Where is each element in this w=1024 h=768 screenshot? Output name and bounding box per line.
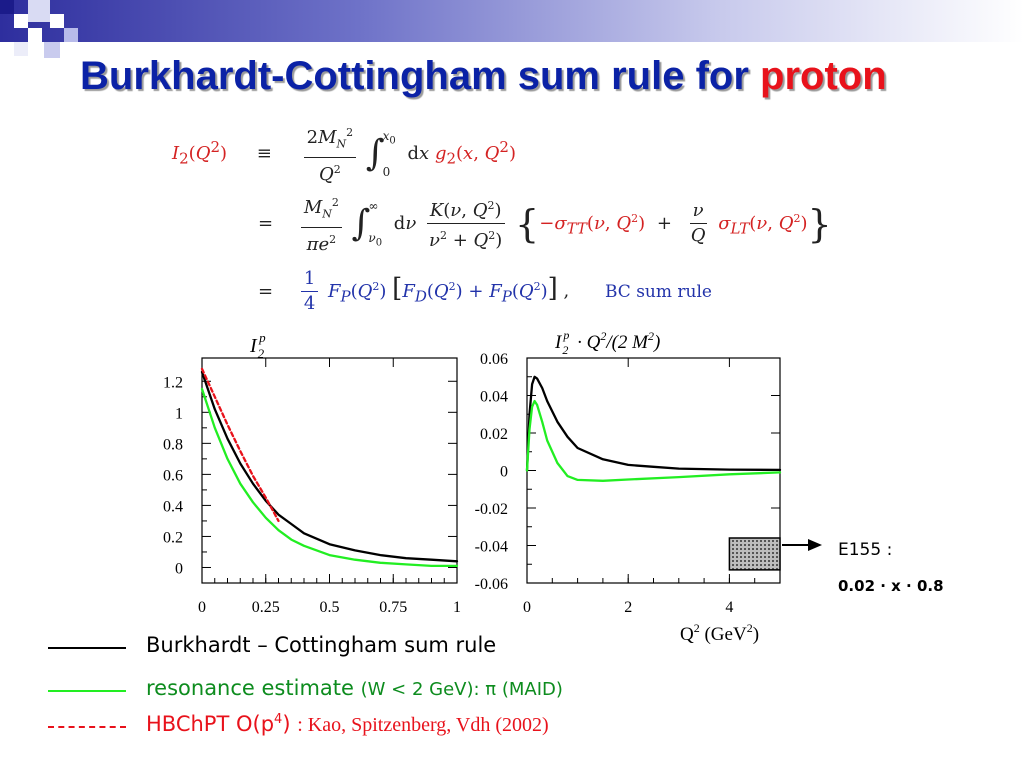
equation-lhs: I2(Q2) <box>172 137 228 168</box>
chart1-series-1 <box>200 387 459 568</box>
legend-label-resonance: resonance estimate (W < 2 GeV): π (MAID) <box>146 676 563 700</box>
y-tick-label: 0.4 <box>163 498 183 515</box>
slide-title: Burkhardt-Cottingham sum rule for proton <box>80 54 887 99</box>
legend-line-black <box>48 647 126 649</box>
legend-label-bc: Burkhardt – Cottingham sum rule <box>146 633 497 657</box>
chart2: -0.06 -0.04 -0.02 0 0.02 0.04 0.06 0 2 4 <box>475 351 782 616</box>
y-tick-label: 0.02 <box>480 426 508 443</box>
legend-item-resonance: resonance estimate (W < 2 GeV): π (MAID) <box>48 676 648 706</box>
deco-square <box>44 42 60 58</box>
y-tick-label: -0.02 <box>475 501 508 518</box>
y-tick-label: 0 <box>175 560 183 577</box>
legend-resonance-detail: (W < 2 GeV): π (MAID) <box>360 679 563 700</box>
equation-relation-3: = <box>258 280 274 302</box>
fraction: 2MN2 Q2 <box>303 122 357 186</box>
legend-hbchpt-sup: 4 <box>274 712 283 727</box>
integral-sign: ∫ <box>365 133 385 175</box>
deco-square <box>50 14 64 28</box>
e155-shaded-region <box>728 537 781 571</box>
title-main: Burkhardt-Cottingham sum rule for <box>80 54 761 98</box>
x-tick-label: 0 <box>523 599 531 616</box>
y-tick-label: 0.06 <box>480 351 508 368</box>
title-highlight: proton <box>760 54 887 98</box>
chart2-series-0 <box>525 375 782 472</box>
legend-hbchpt-label: HBChPT O(p <box>146 712 275 736</box>
legend-line-red-dashed <box>48 726 126 728</box>
x-tick-label: 1 <box>453 599 461 616</box>
y-tick-label: 0.6 <box>163 467 183 484</box>
title-bar-gradient <box>0 0 1024 42</box>
legend-line-green <box>48 690 126 692</box>
chart2-title: I2p · Q2/(2 M2) <box>554 328 660 357</box>
x-tick-label: 2 <box>624 599 632 616</box>
deco-square <box>64 28 78 42</box>
x-tick-label: 4 <box>725 599 733 616</box>
chart1: 0 0.2 0.4 0.6 0.8 1 1.2 0 0.25 0.5 0.75 1 <box>163 357 461 616</box>
x-tick-label: 0.75 <box>379 599 407 616</box>
y-tick-label: 0 <box>500 464 508 481</box>
chart1-series-2 <box>200 367 280 523</box>
chart2-series-1 <box>525 399 782 482</box>
equation-relation-1: ≡ <box>256 142 272 164</box>
equation-line-2: = MN2 πe2 ∫ ∞ ν0 dν K(ν, Q2) ν2 + Q2) {−σTT(… <box>258 192 832 256</box>
legend-resonance-label: resonance estimate <box>146 676 354 700</box>
e155-arrow-head <box>808 539 822 551</box>
y-tick-label: 1 <box>175 405 183 422</box>
e155-range: 0.02 · x · 0.8 <box>838 577 944 595</box>
x-tick-label: 0.5 <box>320 599 340 616</box>
e155-label: E155 : <box>838 540 893 560</box>
legend-hbchpt-label-end: ) <box>282 712 291 736</box>
y-tick-label: 0.04 <box>480 389 508 406</box>
chart2-xlabel: Q2 (GeV2) <box>680 621 759 645</box>
deco-square <box>14 42 28 56</box>
x-tick-label: 0 <box>198 599 206 616</box>
y-tick-label: -0.04 <box>475 539 508 556</box>
chart1-series-0 <box>200 370 459 563</box>
chart1-frame <box>201 357 458 584</box>
legend-item-bc: Burkhardt – Cottingham sum rule <box>48 633 648 663</box>
x-tick-label: 0.25 <box>252 599 280 616</box>
deco-square <box>28 28 42 42</box>
chart1-title: I2p <box>249 330 266 361</box>
deco-square <box>14 14 28 28</box>
legend-item-hbchpt: HBChPT O(p4) : Kao, Spitzenberg, Vdh (20… <box>48 712 648 742</box>
legend-hbchpt-detail: : Kao, Spitzenberg, Vdh (2002) <box>297 714 549 736</box>
y-tick-label: 0.2 <box>163 529 183 546</box>
deco-square <box>0 0 14 14</box>
legend-label-hbchpt: HBChPT O(p4) : Kao, Spitzenberg, Vdh (20… <box>146 712 549 737</box>
bc-sum-rule-label: BC sum rule <box>604 281 712 302</box>
deco-square <box>28 0 50 22</box>
y-tick-label: 1.2 <box>163 374 183 391</box>
y-tick-label: -0.06 <box>475 576 508 593</box>
equation-relation-2: = <box>258 212 274 234</box>
equation-line-1: I2(Q2) ≡ 2MN2 Q2 ∫ x0 0 dx g2(x, Q2) <box>172 122 516 186</box>
y-tick-label: 0.8 <box>163 436 183 453</box>
